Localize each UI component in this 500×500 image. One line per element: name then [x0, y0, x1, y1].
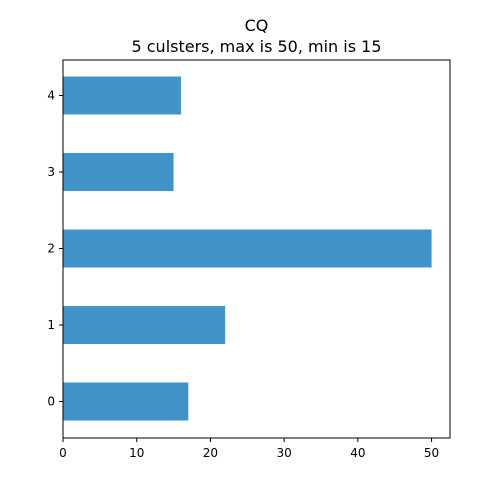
chart-subtitle: 5 culsters, max is 50, min is 15	[131, 37, 381, 56]
x-tick-label: 50	[424, 446, 439, 460]
x-tick-label: 10	[129, 446, 144, 460]
y-tick-label: 1	[47, 318, 55, 332]
bar-2	[63, 229, 432, 268]
bars-group	[63, 76, 432, 421]
y-tick-label: 4	[47, 89, 55, 103]
x-tick-label: 30	[277, 446, 292, 460]
bar-0	[63, 382, 189, 421]
x-tick-label: 40	[350, 446, 365, 460]
bar-1	[63, 306, 226, 344]
x-tick-label: 0	[59, 446, 67, 460]
y-tick-label: 3	[47, 165, 55, 179]
y-tick-label: 0	[47, 395, 55, 409]
x-tick-label: 20	[203, 446, 218, 460]
bar-4	[63, 76, 181, 115]
plot-frame	[62, 59, 451, 439]
bar-3	[63, 153, 174, 191]
y-tick-label: 2	[47, 242, 55, 256]
chart-title: CQ	[245, 16, 269, 35]
